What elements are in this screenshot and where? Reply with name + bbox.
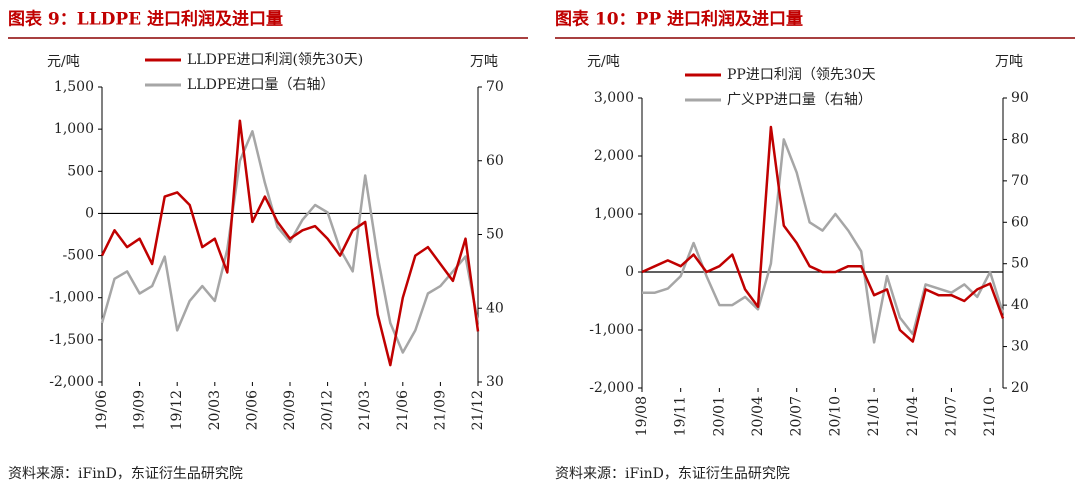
y-tick-label: -2,000: [49, 374, 94, 390]
y2-tick-label: 90: [1011, 90, 1029, 106]
y-tick-label: 1,000: [594, 206, 634, 222]
x-tick-label: 20/07: [789, 396, 805, 436]
y2-tick-label: 50: [486, 227, 504, 243]
x-tick-label: 20/06: [244, 390, 260, 430]
y2-axis-label: 万吨: [470, 54, 498, 70]
y2-tick-label: 60: [486, 153, 504, 169]
x-tick-label: 21/03: [357, 390, 373, 430]
source: 资料来源：iFinD，东证衍生品研究院: [8, 466, 243, 482]
y2-tick-label: 50: [1011, 256, 1029, 272]
y-tick-label: 1,500: [54, 79, 94, 95]
x-tick-label: 19/09: [132, 390, 148, 430]
x-tick-label: 20/12: [320, 390, 336, 430]
x-tick-label: 21/09: [432, 390, 448, 430]
y-tick-label: -1,500: [49, 332, 94, 348]
y2-tick-label: 70: [1011, 173, 1029, 189]
x-tick-label: 20/03: [207, 390, 223, 430]
y2-axis-label: 万吨: [995, 54, 1023, 70]
y-axis-label: 元/吨: [587, 54, 620, 70]
y2-tick-label: 40: [486, 300, 504, 316]
y2-tick-label: 20: [1011, 380, 1029, 396]
x-tick-label: 21/06: [395, 390, 411, 430]
legend-label: 广义PP进口量（右轴）: [727, 92, 872, 108]
x-tick-label: 21/04: [905, 396, 921, 436]
series-line: [100, 119, 480, 367]
y-tick-label: -2,000: [589, 380, 634, 396]
y2-tick-label: 80: [1011, 131, 1029, 147]
y-tick-label: 500: [67, 163, 94, 179]
y-axis-label: 元/吨: [47, 54, 80, 70]
y-tick-label: -1,000: [49, 290, 94, 306]
x-tick-label: 20/09: [282, 390, 298, 430]
y-tick-label: -1,000: [589, 322, 634, 338]
y2-tick-label: 30: [486, 374, 504, 390]
y-tick-label: 3,000: [594, 90, 634, 106]
x-tick-label: 20/01: [711, 396, 727, 436]
y2-tick-label: 70: [486, 79, 504, 95]
y-tick-label: 0: [85, 205, 94, 221]
y-tick-label: -500: [63, 248, 94, 264]
legend-label: LLDPE进口量（右轴）: [187, 77, 334, 93]
x-tick-label: 21/01: [866, 396, 882, 436]
series-line: [100, 130, 480, 354]
x-tick-label: 21/10: [982, 396, 998, 436]
x-tick-label: 19/12: [169, 390, 185, 430]
y2-tick-label: 40: [1011, 297, 1029, 313]
x-tick-label: 19/06: [94, 390, 110, 430]
source: 资料来源：iFinD，东证衍生品研究院: [555, 466, 790, 482]
x-tick-label: 21/07: [943, 396, 959, 436]
series-line: [642, 138, 1005, 344]
y-tick-label: 2,000: [594, 148, 634, 164]
chart-title: 图表 9：LLDPE 进口利润及进口量: [8, 9, 283, 30]
legend-label: PP进口利润（领先30天: [727, 67, 876, 83]
y2-tick-label: 30: [1011, 339, 1029, 355]
chart-title: 图表 10：PP 进口利润及进口量: [555, 9, 803, 30]
y-tick-label: 0: [625, 264, 634, 280]
x-tick-label: 20/10: [827, 396, 843, 436]
x-tick-label: 19/08: [634, 396, 650, 436]
y-tick-label: 1,000: [54, 121, 94, 137]
x-tick-label: 20/04: [750, 396, 766, 436]
legend-label: LLDPE进口利润(领先30天): [187, 52, 363, 68]
x-tick-label: 19/11: [673, 396, 689, 436]
x-tick-label: 21/12: [470, 390, 486, 430]
y2-tick-label: 60: [1011, 214, 1029, 230]
series-line: [641, 125, 1005, 343]
